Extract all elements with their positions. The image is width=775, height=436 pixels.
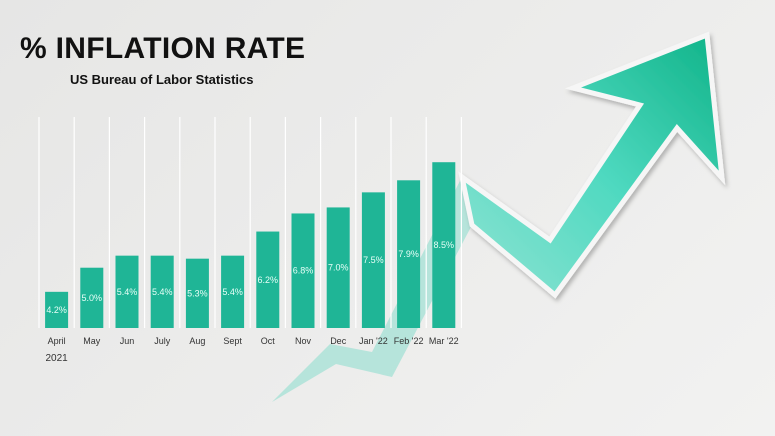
arrow-body [458, 31, 726, 299]
x-tick-label: Feb '22 [394, 336, 424, 346]
data-label: 7.9% [398, 249, 419, 259]
x-tick-label: Aug [189, 336, 205, 346]
data-label: 5.0% [82, 293, 103, 303]
bar [397, 180, 421, 328]
data-label: 8.5% [434, 240, 455, 250]
data-label: 7.5% [363, 255, 384, 265]
x-tick-label: July [154, 336, 171, 346]
bar [185, 258, 209, 328]
x-tick-label: Mar '22 [429, 336, 459, 346]
bar [256, 231, 280, 328]
data-label: 6.2% [258, 275, 279, 285]
bar [150, 255, 174, 328]
bar [432, 162, 456, 328]
x-tick-label: Jun [120, 336, 135, 346]
data-label: 5.4% [152, 287, 173, 297]
data-label: 5.4% [222, 287, 243, 297]
x-tick-label: Nov [295, 336, 312, 346]
chart-subtitle: US Bureau of Labor Statistics [70, 72, 254, 87]
x-tick-year-label: 2021 [45, 353, 68, 364]
data-label: 6.8% [293, 266, 314, 276]
chart-title: % INFLATION RATE [20, 32, 306, 65]
bar [221, 255, 245, 328]
x-tick-label: Jan '22 [359, 336, 388, 346]
x-tick-label: Sept [223, 336, 242, 346]
x-tick-label: Oct [261, 336, 276, 346]
bar [326, 207, 350, 328]
data-label: 7.0% [328, 263, 349, 273]
bar [361, 192, 385, 328]
bar [80, 267, 104, 328]
bar [291, 213, 315, 328]
bar [45, 291, 69, 328]
data-label: 5.4% [117, 287, 138, 297]
data-label: 4.2% [46, 305, 67, 315]
x-tick-label: Dec [330, 336, 347, 346]
x-tick-label: April [48, 336, 66, 346]
bar [115, 255, 139, 328]
data-label: 5.3% [187, 288, 208, 298]
x-tick-label: May [83, 336, 101, 346]
